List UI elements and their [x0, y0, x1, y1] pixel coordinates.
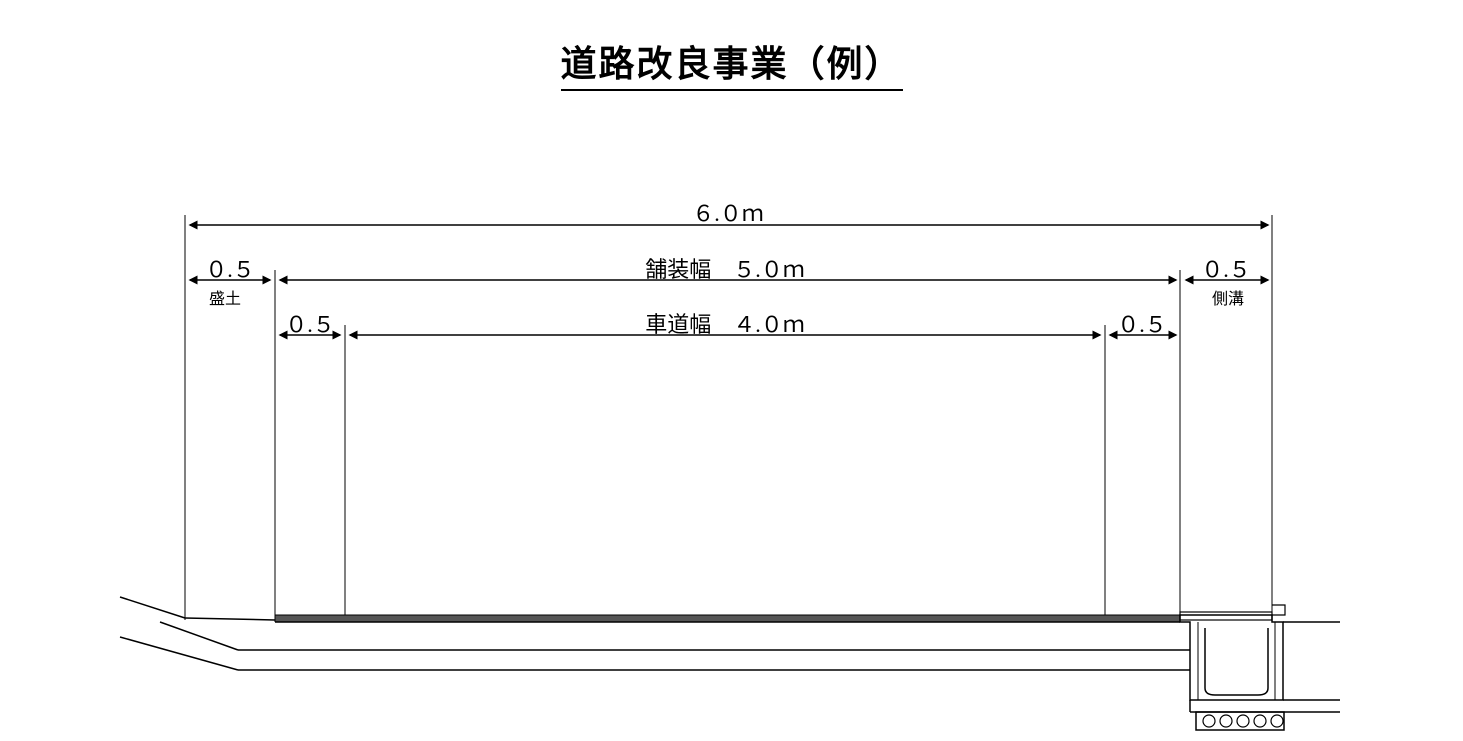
road-cross-section — [120, 597, 1340, 730]
gutter-structure — [1180, 605, 1340, 730]
cross-section-diagram — [0, 0, 1463, 741]
